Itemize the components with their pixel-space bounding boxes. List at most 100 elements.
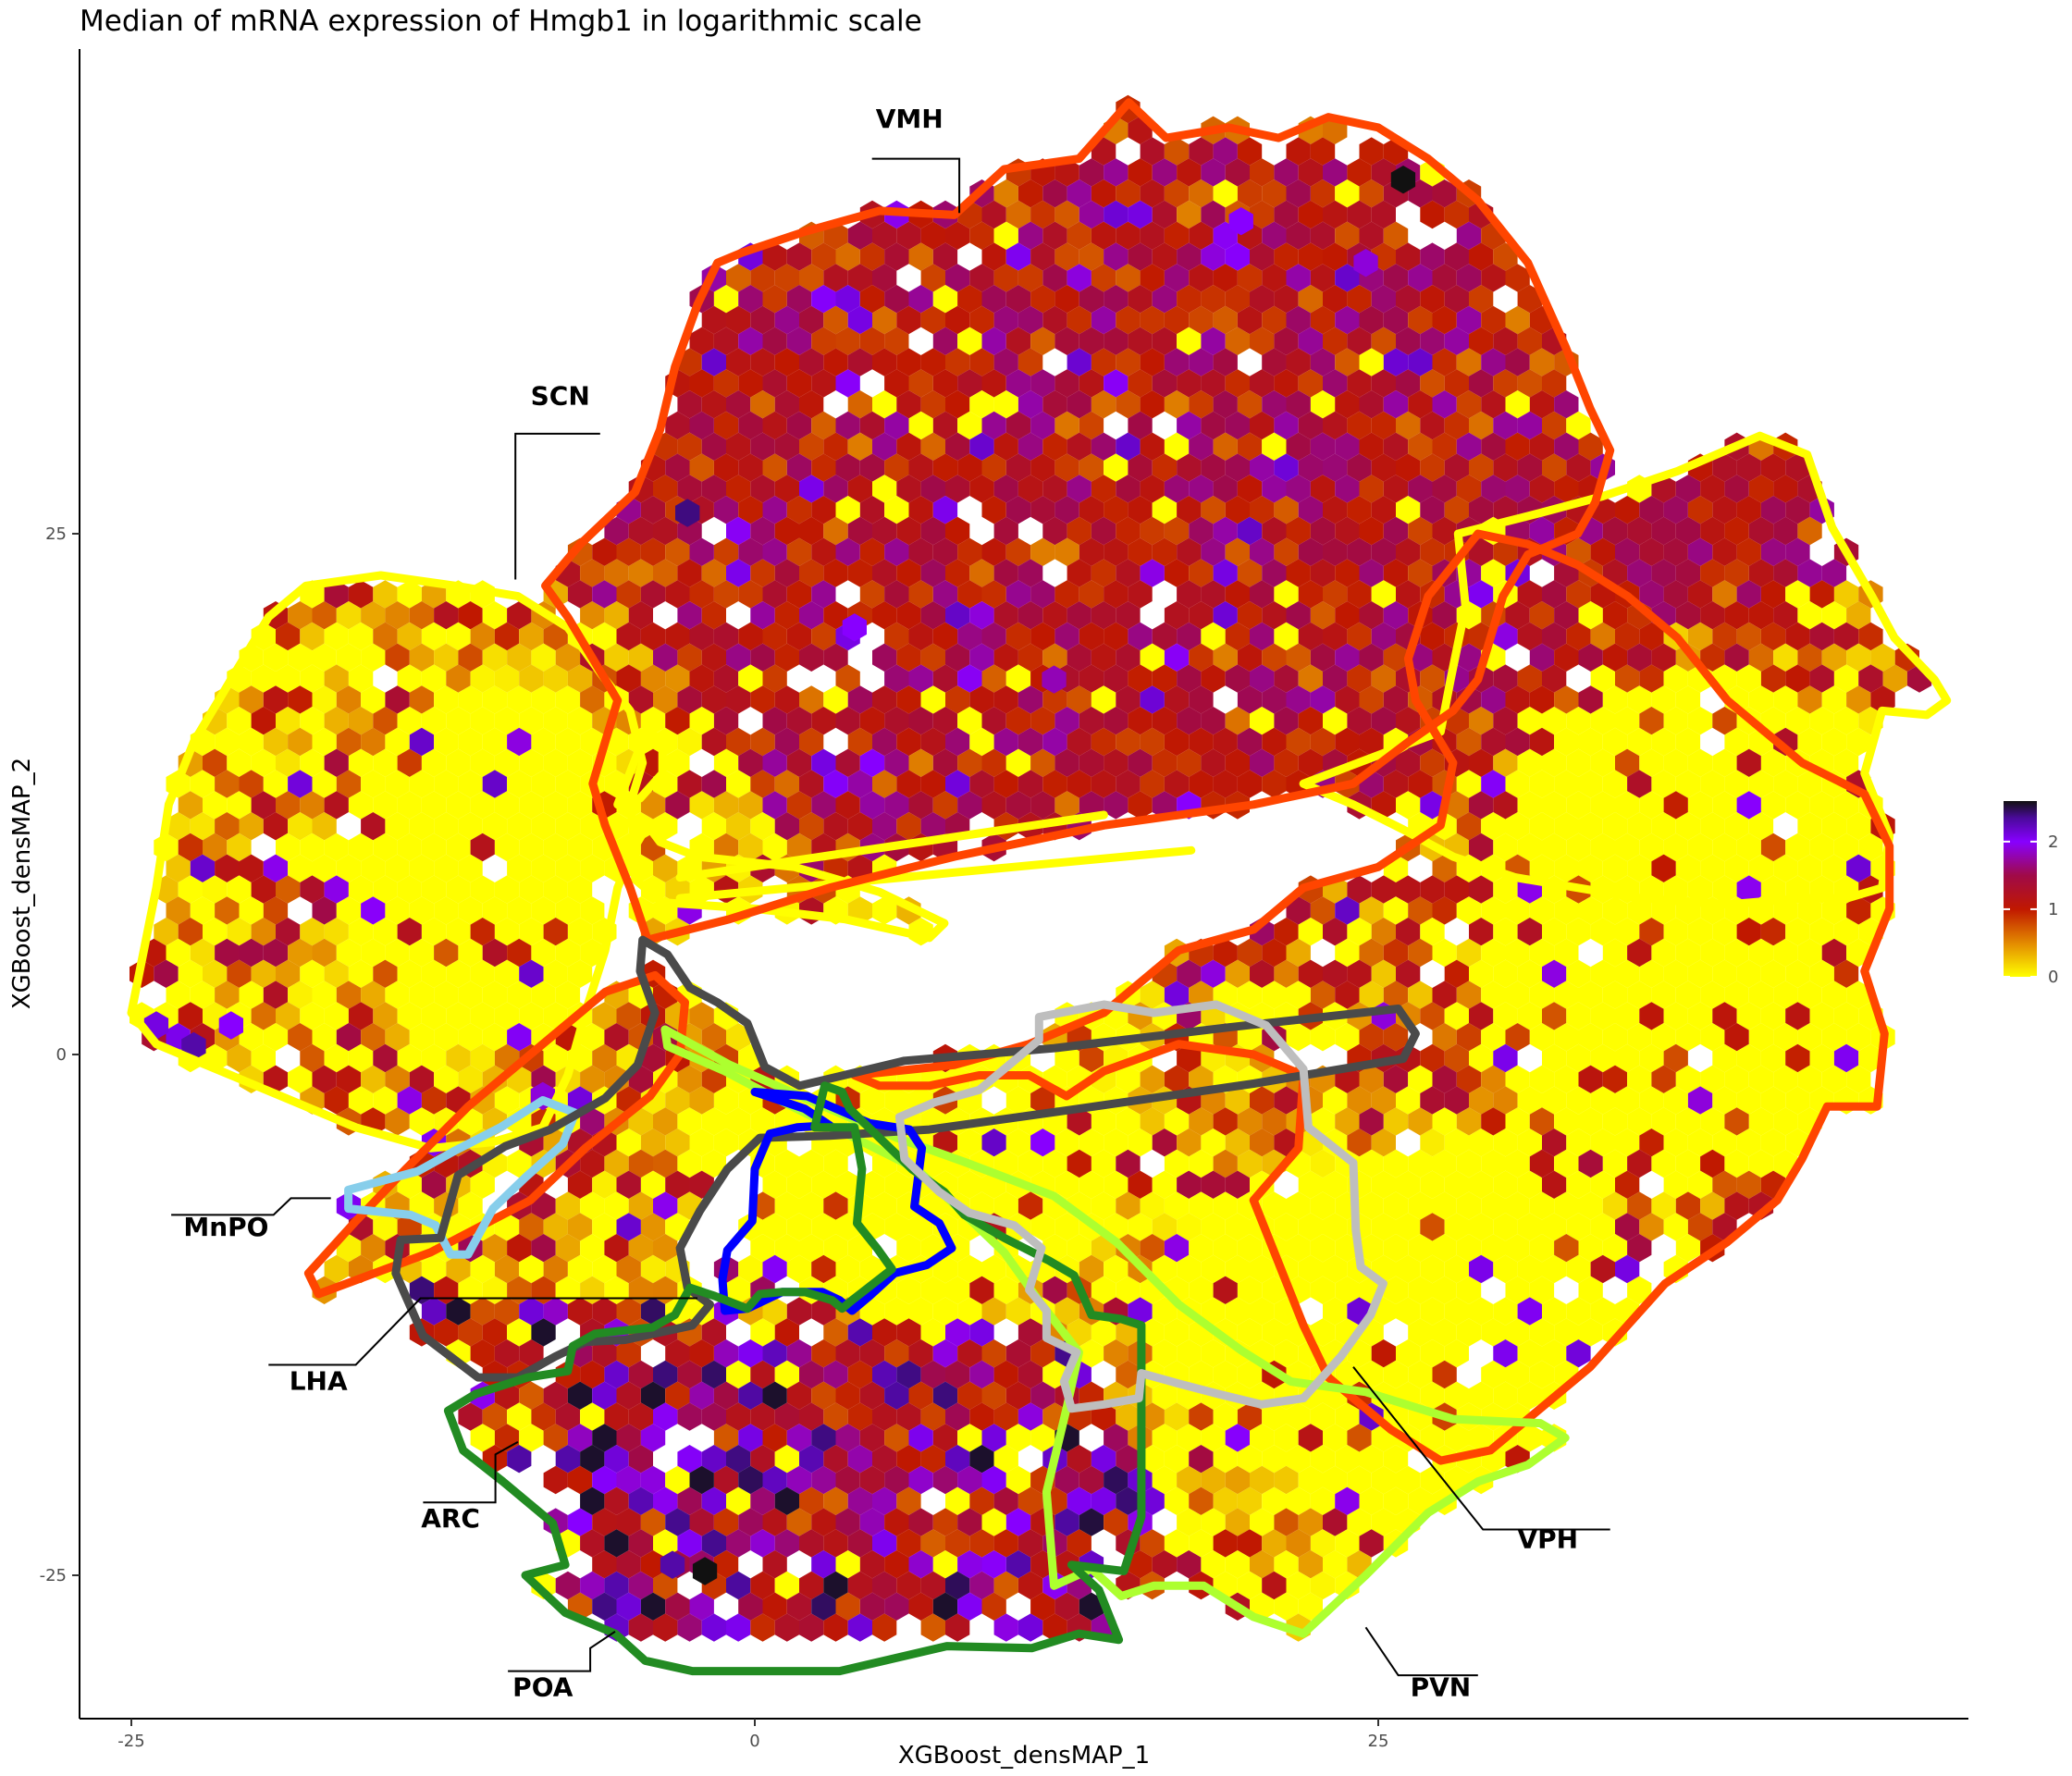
hex-cell: [738, 369, 763, 398]
hex-cell: [1396, 1297, 1421, 1326]
hex-cell-hotspot: [218, 1011, 243, 1040]
hex-cell: [1651, 1023, 1676, 1052]
hex-cell: [385, 938, 410, 968]
hex-cell: [859, 453, 885, 482]
hex-cell: [896, 559, 921, 587]
hex-cell: [1225, 537, 1250, 566]
hex-cell: [1164, 516, 1190, 546]
hex-cell: [1566, 1128, 1591, 1157]
hex-cell: [1785, 918, 1810, 946]
hex-cell: [701, 1318, 726, 1347]
hex-cell: [750, 559, 775, 587]
hex-cell: [1383, 1234, 1409, 1263]
hex-cell: [336, 727, 362, 757]
hex-cell: [653, 1486, 678, 1515]
hex-cell: [1615, 537, 1640, 566]
hex-cell: [1067, 685, 1092, 714]
hex-cell: [1627, 1149, 1652, 1178]
hex-cell: [859, 411, 885, 440]
hex-cell: [251, 707, 276, 735]
hex-cell: [1444, 1170, 1469, 1199]
hex-cell: [239, 727, 264, 757]
hex-cell: [1383, 1360, 1409, 1389]
hex-cell: [1116, 264, 1141, 292]
hex-cell: [1164, 179, 1190, 208]
hex-cell: [859, 327, 885, 355]
hex-cell: [1578, 812, 1603, 841]
hex-cell: [738, 496, 763, 524]
hex-cell: [640, 496, 666, 524]
hex-cell: [653, 812, 678, 841]
hex-cell: [1371, 875, 1396, 904]
hex-cell: [1201, 285, 1226, 314]
hex-cell: [859, 791, 885, 820]
hex-cell: [1250, 1128, 1275, 1157]
hex-cell: [1542, 707, 1567, 735]
hex-cell: [178, 959, 203, 988]
hex-cell: [1833, 707, 1859, 735]
hex-cell: [1566, 1086, 1591, 1115]
hex-cell: [993, 1276, 1018, 1304]
hex-cell: [1566, 1254, 1591, 1284]
hex-cell: [580, 685, 605, 714]
hex-cell: [1882, 664, 1907, 693]
hex-cell: [896, 1486, 921, 1515]
region-label-scn: SCN: [531, 380, 590, 411]
hex-cell: [1493, 791, 1518, 820]
hex-cell: [1347, 496, 1372, 524]
hex-cell: [920, 1613, 945, 1642]
hex-cell: [1639, 918, 1664, 946]
hex-cell: [1712, 537, 1737, 566]
hex-cell: [1104, 158, 1128, 187]
hex-cell: [884, 1592, 909, 1621]
hex-cell: [726, 1571, 751, 1600]
hex-cell: [1359, 348, 1384, 376]
hex-cell: [1042, 770, 1067, 798]
hex-cell: [738, 1465, 763, 1495]
hex-cell: [872, 516, 897, 546]
hex-cell: [1140, 516, 1165, 546]
hex-cell: [1067, 559, 1092, 587]
hex-cell: [1700, 559, 1725, 587]
hex-cell: [397, 1002, 422, 1030]
hex-cell: [1262, 221, 1287, 250]
hex-cell: [482, 770, 508, 798]
hex-cell: [823, 643, 848, 672]
hex-cell: [300, 791, 325, 820]
hex-cell: [1420, 875, 1445, 904]
hex-cell: [1140, 305, 1165, 335]
hex-cell: [555, 1276, 581, 1304]
hex-cell: [1237, 1149, 1263, 1178]
hex-cell: [750, 1613, 775, 1642]
hex-cell: [1712, 1002, 1737, 1030]
hex-cell: [543, 1381, 568, 1410]
hex-cell: [908, 1381, 933, 1410]
hex-cell: [1274, 707, 1299, 735]
hex-cell: [1164, 1402, 1190, 1431]
hex-cell: [288, 1023, 313, 1052]
hex-cell: [1651, 643, 1676, 672]
hex-cell: [1152, 622, 1178, 651]
hex-cell: [1444, 1213, 1469, 1241]
hex-cell: [604, 1445, 629, 1474]
hex-cell: [628, 1445, 653, 1474]
hex-cell: [1018, 348, 1043, 376]
hex-cell: [872, 1445, 897, 1474]
hex-cell: [1615, 707, 1640, 735]
hex-cell: [1250, 622, 1275, 651]
hex-cell: [1274, 1339, 1299, 1368]
hex-cell: [1748, 1149, 1774, 1178]
hex-cell: [458, 812, 483, 841]
hex-cell: [470, 1002, 495, 1030]
hex-cell: [531, 812, 556, 841]
hex-cell: [908, 622, 933, 651]
hex-cell: [1104, 1424, 1128, 1452]
hex-cell: [1201, 242, 1226, 271]
hex-cell: [1274, 1465, 1299, 1495]
hex-cell: [251, 791, 276, 820]
hex-cell: [750, 643, 775, 672]
hex-cell: [592, 1043, 617, 1073]
hex-cell: [1347, 1508, 1372, 1536]
hex-cell: [1250, 411, 1275, 440]
hex-cell: [823, 685, 848, 714]
